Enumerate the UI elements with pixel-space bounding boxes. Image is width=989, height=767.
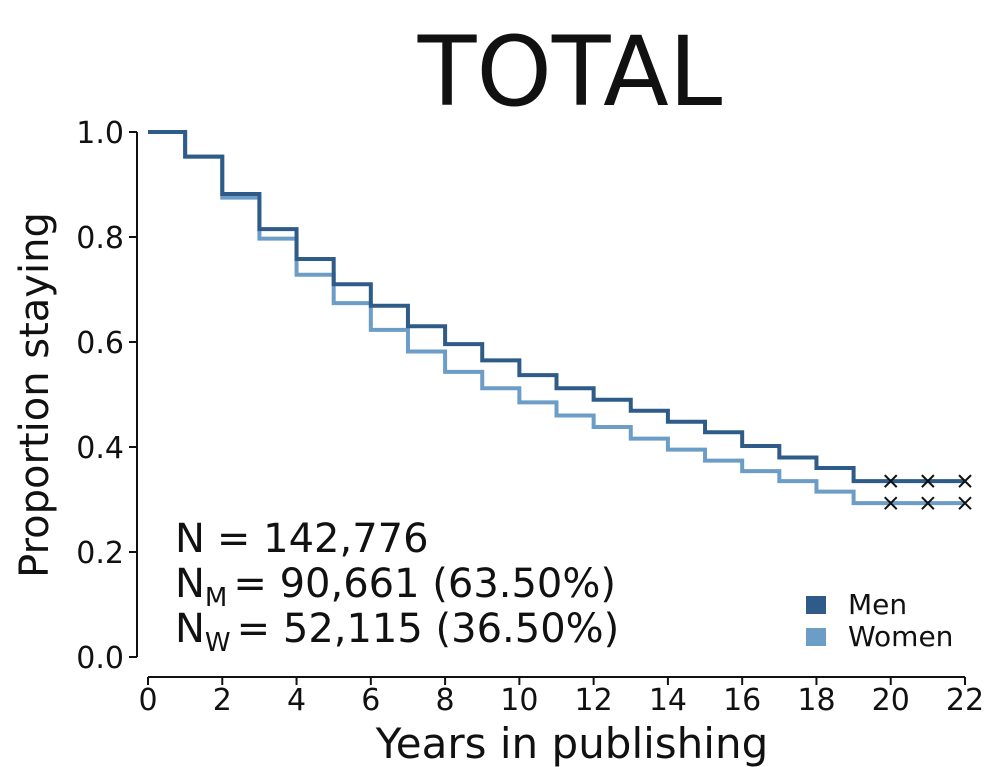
censor-mark-women: [958, 496, 972, 510]
y-tick-label: 0.8: [76, 221, 124, 256]
censor-mark-women: [921, 496, 935, 510]
x-tick-label: 10: [500, 683, 538, 718]
n-women-value: = 52,115 (36.50%): [237, 606, 620, 652]
legend-swatch-men: [806, 596, 826, 614]
censor-mark-men: [958, 474, 972, 488]
x-tick-label: 2: [213, 683, 232, 718]
x-tick-label: 8: [436, 683, 455, 718]
y-tick-label: 0.0: [76, 641, 124, 676]
series-layer: [148, 130, 972, 510]
n-women-subscript: W: [205, 628, 231, 658]
x-tick-label: 4: [287, 683, 306, 718]
n-men-value: = 90,661 (63.50%): [233, 561, 616, 607]
x-tick-label: 6: [361, 683, 380, 718]
censor-mark-men: [884, 474, 898, 488]
x-axis-label: Years in publishing: [375, 719, 769, 767]
censor-mark-women: [884, 496, 898, 510]
series-line-women: [148, 130, 965, 506]
series-line-men: [148, 130, 965, 484]
x-tick-label: 18: [797, 683, 835, 718]
y-ticks: 0.0 0.2 0.4 0.6 0.8 1.0: [76, 116, 137, 676]
x-tick-label: 12: [575, 683, 613, 718]
n-women-label: N: [175, 606, 205, 652]
n-total-label: N: [175, 516, 205, 562]
x-tick-label: 14: [649, 683, 687, 718]
chart-title: TOTAL: [417, 16, 723, 128]
legend-label-men: Men: [848, 588, 907, 621]
n-men-subscript: M: [205, 583, 227, 613]
y-tick-label: 0.6: [76, 326, 124, 361]
y-tick-label: 0.4: [76, 431, 124, 466]
n-men-label: N: [175, 561, 205, 607]
n-men-line: NM = 90,661 (63.50%): [175, 561, 616, 613]
legend: Men Women: [806, 588, 953, 653]
x-tick-label: 0: [138, 683, 157, 718]
sample-size-annotation: N = 142,776 NM = 90,661 (63.50%) NW = 52,11…: [175, 516, 619, 658]
y-tick-label: 1.0: [76, 116, 124, 151]
n-total-line: N = 142,776: [175, 516, 429, 562]
legend-swatch-women: [806, 628, 826, 646]
x-tick-label: 20: [872, 683, 910, 718]
legend-label-women: Women: [848, 620, 953, 653]
y-axis-label: Proportion staying: [12, 212, 58, 578]
n-total-value: = 142,776: [217, 516, 429, 562]
x-tick-label: 16: [723, 683, 761, 718]
censor-mark-men: [921, 474, 935, 488]
n-women-line: NW = 52,115 (36.50%): [175, 606, 619, 658]
x-ticks: 0 2 4 6 8 10 12 14 16 18 20 22: [138, 677, 984, 718]
y-tick-label: 0.2: [76, 536, 124, 571]
x-tick-label: 22: [946, 683, 984, 718]
